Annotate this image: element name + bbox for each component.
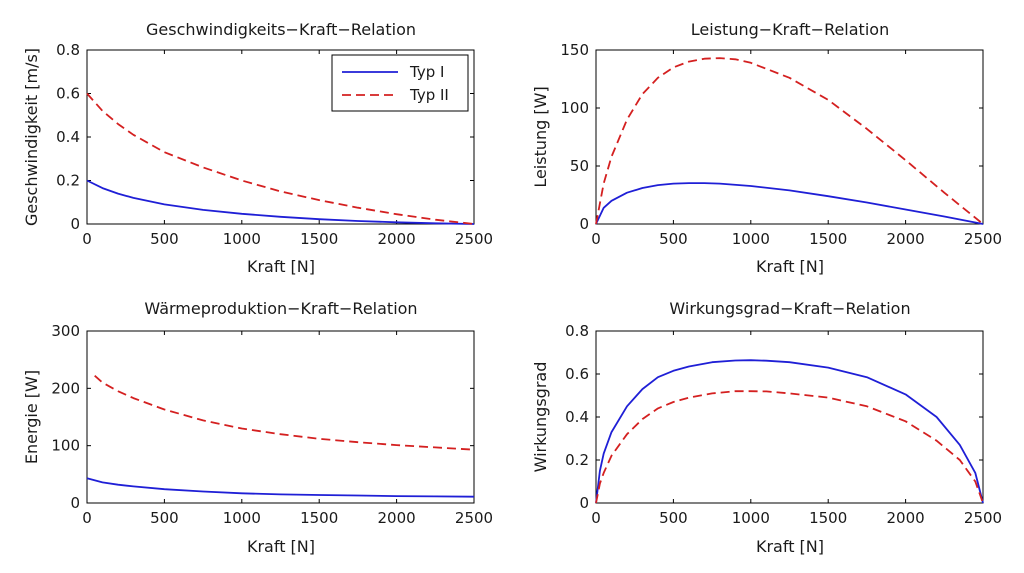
y-axis-label: Energie [W] (22, 370, 41, 464)
series-line-typ-ii (595, 57, 984, 225)
x-tick-label: 1500 (809, 509, 847, 527)
y-tick-label: 0.8 (565, 322, 589, 340)
y-axis-label: Leistung [W] (531, 86, 550, 187)
y-tick-label: 200 (51, 379, 80, 397)
x-tick-label: 1000 (732, 509, 770, 527)
y-tick-label: 0.4 (56, 128, 80, 146)
y-tick-label: 100 (560, 99, 589, 117)
x-tick-label: 1000 (223, 509, 261, 527)
y-tick-label: 0.2 (56, 172, 80, 190)
series-line-typ-i (595, 182, 984, 225)
y-axis-label: Geschwindigkeit [m/s] (22, 48, 41, 226)
x-tick-label: 500 (659, 230, 688, 248)
x-tick-label: 1500 (300, 509, 338, 527)
y-tick-label: 0 (70, 215, 80, 233)
x-tick-label: 2000 (887, 230, 925, 248)
x-tick-label: 1000 (732, 230, 770, 248)
legend-label: Typ II (409, 86, 449, 104)
y-axis-label: Wirkungsgrad (531, 362, 550, 473)
y-tick-label: 0 (70, 494, 80, 512)
x-tick-label: 2500 (455, 509, 493, 527)
series-line-typ-ii (595, 390, 984, 504)
x-tick-label: 1500 (809, 230, 847, 248)
series-line-typ-i (595, 359, 984, 504)
x-tick-label: 500 (150, 230, 179, 248)
x-tick-label: 1000 (223, 230, 261, 248)
plot-area-frame (595, 49, 984, 225)
y-tick-label: 0.2 (565, 451, 589, 469)
heat-production-force-chart: Wärmeproduktion−Kraft−Relation Kraft [N]… (22, 299, 493, 556)
series-line-typ-ii (86, 92, 475, 225)
x-tick-label: 2500 (964, 509, 1002, 527)
y-tick-label: 0.4 (565, 408, 589, 426)
y-tick-label: 150 (560, 41, 589, 59)
y-tick-label: 300 (51, 322, 80, 340)
x-tick-label: 0 (82, 509, 92, 527)
plot-area-frame (86, 330, 475, 504)
x-axis-label: Kraft [N] (756, 537, 824, 556)
y-tick-label: 50 (570, 157, 589, 175)
y-tick-label: 100 (51, 437, 80, 455)
legend: Typ I Typ II (331, 54, 469, 112)
chart-title: Wirkungsgrad−Kraft−Relation (669, 299, 910, 318)
x-tick-label: 2000 (378, 230, 416, 248)
x-tick-label: 1500 (300, 230, 338, 248)
x-tick-label: 500 (150, 509, 179, 527)
x-axis-label: Kraft [N] (247, 537, 315, 556)
plot-area-frame (595, 330, 984, 504)
x-axis-label: Kraft [N] (247, 257, 315, 276)
x-tick-label: 2500 (455, 230, 493, 248)
chart-title: Wärmeproduktion−Kraft−Relation (144, 299, 417, 318)
x-tick-label: 2000 (887, 509, 925, 527)
y-tick-label: 0.8 (56, 41, 80, 59)
x-tick-label: 0 (82, 230, 92, 248)
x-tick-label: 0 (591, 509, 601, 527)
series-line-typ-ii (94, 375, 475, 451)
x-tick-label: 2500 (964, 230, 1002, 248)
efficiency-force-chart: Wirkungsgrad−Kraft−Relation Kraft [N] Wi… (531, 299, 1002, 556)
x-tick-label: 2000 (378, 509, 416, 527)
power-force-chart: Leistung−Kraft−Relation Kraft [N] Leistu… (531, 20, 1002, 276)
velocity-force-chart: Geschwindigkeits−Kraft−Relation Kraft [N… (22, 20, 493, 276)
series-line-typ-i (86, 179, 475, 225)
chart-title: Geschwindigkeits−Kraft−Relation (146, 20, 416, 39)
series-line-typ-i (86, 477, 475, 498)
y-tick-label: 0 (579, 215, 589, 233)
legend-label: Typ I (409, 63, 444, 81)
y-tick-label: 0 (579, 494, 589, 512)
x-tick-label: 0 (591, 230, 601, 248)
y-tick-label: 0.6 (56, 85, 80, 103)
chart-title: Leistung−Kraft−Relation (691, 20, 889, 39)
y-tick-label: 0.6 (565, 365, 589, 383)
x-axis-label: Kraft [N] (756, 257, 824, 276)
legend-box (331, 54, 469, 112)
x-tick-label: 500 (659, 509, 688, 527)
